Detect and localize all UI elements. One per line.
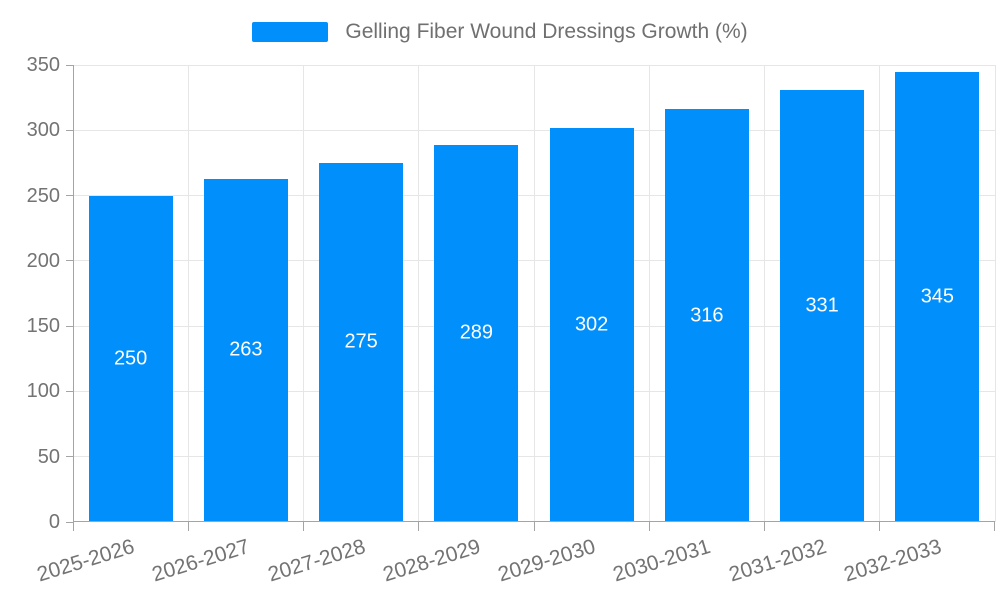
x-axis-tick xyxy=(303,522,304,531)
x-axis-tick xyxy=(993,522,995,531)
bar-value-label: 289 xyxy=(459,321,494,344)
y-axis-tick xyxy=(66,64,73,66)
x-axis-tick xyxy=(879,522,881,531)
x-axis-tick-label: 2025-2026 xyxy=(34,535,138,587)
bar-value-label: 250 xyxy=(113,347,148,370)
bar-value-label: 345 xyxy=(920,285,955,308)
bar-value-label: 331 xyxy=(805,294,839,317)
bar-value-label: 316 xyxy=(690,304,724,327)
y-axis-tick xyxy=(66,260,73,262)
bar-value-label: 275 xyxy=(344,330,378,353)
bar[interactable] xyxy=(88,195,173,522)
y-axis-tick-label: 150 xyxy=(26,315,60,338)
x-axis-tick xyxy=(72,522,74,531)
x-axis-tick xyxy=(648,522,650,531)
y-axis-tick xyxy=(66,456,73,458)
gridline-vertical xyxy=(418,65,420,522)
bar[interactable] xyxy=(319,162,404,522)
y-axis-tick xyxy=(66,129,73,131)
bar-value-label: 302 xyxy=(574,313,609,336)
y-axis-tick-label: 50 xyxy=(37,445,60,468)
gridline-vertical xyxy=(764,65,765,522)
gridline-vertical xyxy=(648,65,650,522)
x-axis-tick xyxy=(764,522,765,531)
y-axis-tick xyxy=(66,195,73,197)
x-axis-tick-label: 2029-2030 xyxy=(495,535,599,587)
y-axis-tick-label: 300 xyxy=(26,119,60,142)
x-axis-tick xyxy=(533,522,535,531)
y-axis-tick-label: 250 xyxy=(26,184,60,207)
bar[interactable] xyxy=(549,127,634,522)
x-axis-tick-label: 2030-2031 xyxy=(610,535,714,587)
plot-area: 250 263 275 289 302 316 331 345 xyxy=(66,64,996,531)
x-axis-tick-label: 2031-2032 xyxy=(726,535,829,587)
bar[interactable] xyxy=(895,71,980,522)
gridline-vertical xyxy=(303,65,304,522)
y-axis-tick-label: 350 xyxy=(26,54,60,76)
x-axis-line xyxy=(73,521,995,522)
chart-legend[interactable]: Gelling Fiber Wound Dressings Growth (%) xyxy=(0,20,1000,44)
x-axis-tick-label: 2026-2027 xyxy=(149,535,253,587)
y-axis-line xyxy=(73,65,74,522)
x-axis-tick-label: 2027-2028 xyxy=(265,535,368,587)
gridline-vertical xyxy=(533,65,535,522)
bar[interactable] xyxy=(434,144,519,522)
bar[interactable] xyxy=(780,89,865,522)
y-axis-tick xyxy=(66,390,73,392)
gridline-vertical xyxy=(187,65,189,522)
bar[interactable] xyxy=(203,178,288,522)
legend-swatch-icon xyxy=(252,22,329,42)
y-axis-tick-label: 100 xyxy=(26,380,60,403)
bar-value-label: 263 xyxy=(229,338,263,361)
x-axis-tick-label: 2032-2033 xyxy=(841,535,945,587)
x-axis-labels: 2025-2026 2026-2027 2027-2028 2028-2029 2029… xyxy=(35,522,995,600)
x-axis-tick xyxy=(187,522,189,531)
gridline-vertical xyxy=(879,65,881,522)
y-axis-tick xyxy=(66,325,73,327)
x-axis-tick-label: 2028-2029 xyxy=(380,535,484,587)
y-axis-labels: 0 50 100 150 200 250 300 350 xyxy=(0,55,60,532)
y-axis-tick-label: 200 xyxy=(26,249,60,272)
y-axis-tick xyxy=(66,521,73,523)
y-axis-tick-label: 0 xyxy=(48,511,60,533)
x-axis-tick xyxy=(418,522,420,531)
legend-label: Gelling Fiber Wound Dressings Growth (%) xyxy=(345,20,748,43)
bar[interactable] xyxy=(664,109,749,522)
gridline-vertical xyxy=(994,65,996,522)
